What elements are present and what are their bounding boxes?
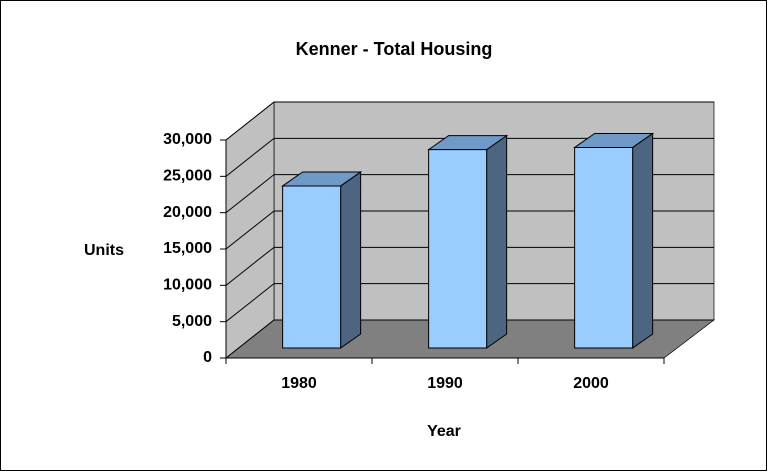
bar-face: [340, 170, 362, 349]
bar: [427, 134, 509, 349]
grid-line: [225, 319, 275, 359]
grid-line: [225, 246, 275, 286]
y-tick-label: 10,000: [163, 277, 212, 294]
grid-line: [225, 101, 275, 141]
bar-face: [574, 146, 634, 349]
y-axis-label: Units: [84, 242, 124, 259]
bar-face: [486, 134, 508, 349]
y-tick-label: 25,000: [163, 168, 212, 185]
x-tick-label: 1990: [427, 375, 463, 392]
y-tick-label: 15,000: [163, 240, 212, 257]
bar-face: [282, 185, 342, 349]
x-tick-label: 1980: [281, 375, 317, 392]
y-tick-label: 20,000: [163, 204, 212, 221]
grid-line: [225, 174, 275, 214]
x-tick-label: 2000: [573, 375, 609, 392]
bar: [281, 170, 363, 349]
grid-line: [225, 210, 275, 250]
chart-title: Kenner - Total Housing: [296, 39, 493, 59]
grid-line: [225, 137, 275, 177]
grid-line: [225, 283, 275, 323]
bar: [573, 132, 655, 349]
bar-face: [632, 132, 654, 349]
x-axis-label: Year: [427, 423, 461, 440]
y-tick-label: 5,000: [172, 313, 212, 330]
bar-face: [428, 149, 488, 349]
y-tick-label: 30,000: [163, 131, 212, 148]
y-tick-label: 0: [203, 349, 212, 366]
